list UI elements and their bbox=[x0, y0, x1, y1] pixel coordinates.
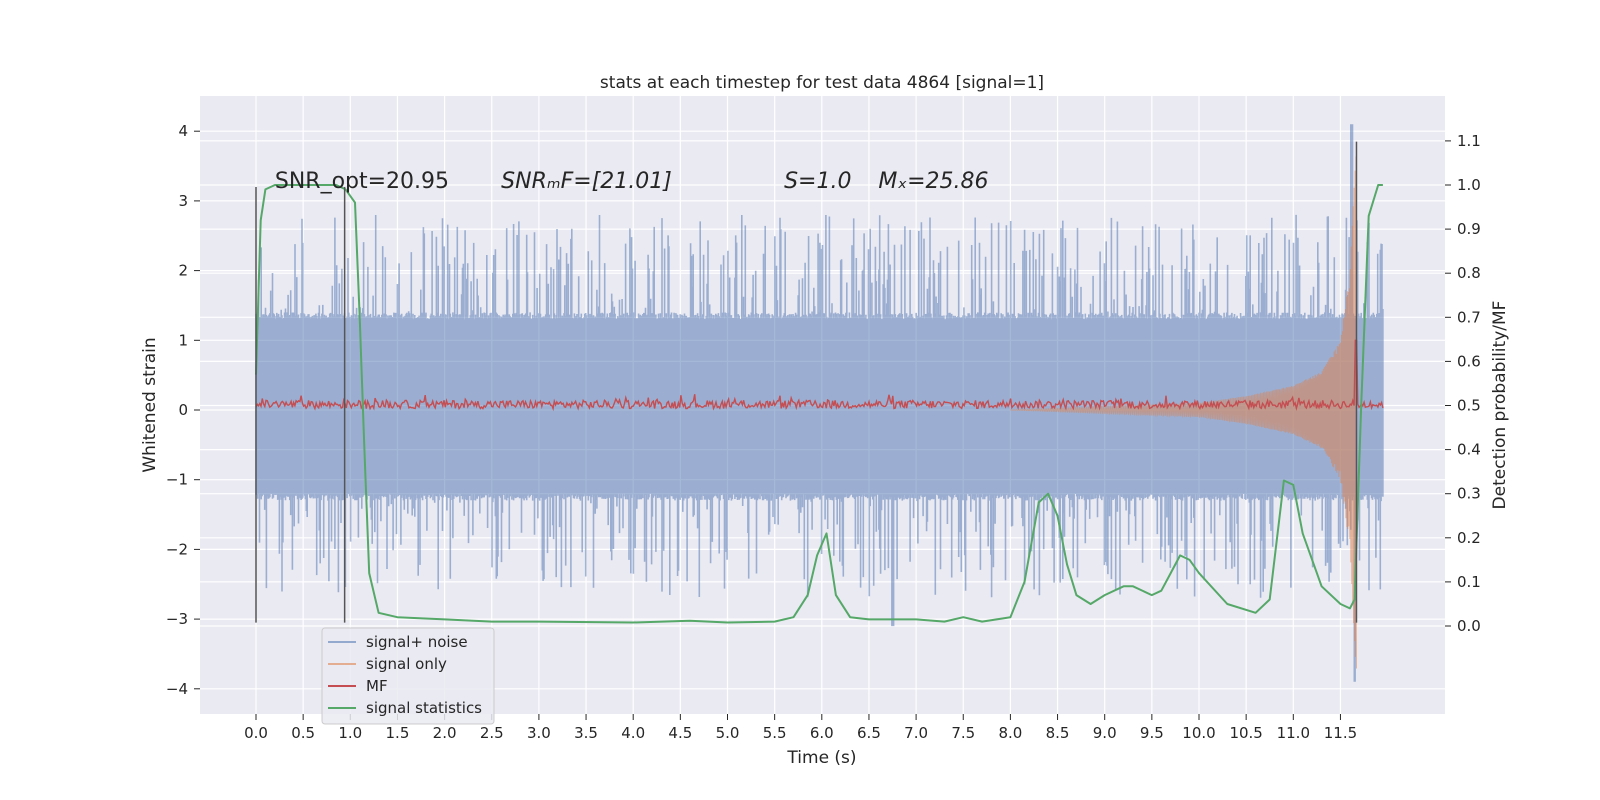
x-tick-label: 6.5 bbox=[857, 724, 881, 742]
x-tick-label: 4.0 bbox=[621, 724, 645, 742]
x-tick-label: 5.0 bbox=[716, 724, 740, 742]
legend-label: signal+ noise bbox=[366, 633, 468, 651]
x-tick-label: 9.5 bbox=[1140, 724, 1164, 742]
x-tick-label: 8.5 bbox=[1046, 724, 1070, 742]
y-axis-left: −4 −3 −2 −1 0 1 2 3 4 bbox=[166, 122, 200, 698]
y-tick-label: −3 bbox=[166, 610, 188, 628]
x-tick-label: 11.0 bbox=[1277, 724, 1310, 742]
x-tick-label: 10.0 bbox=[1182, 724, 1215, 742]
y-tick-label: −2 bbox=[166, 540, 188, 558]
y2-tick-label: 0.7 bbox=[1457, 308, 1481, 326]
annotation-4: Mₓ=25.86 bbox=[878, 169, 988, 194]
annotation-1: SNR_opt=20.95 bbox=[275, 169, 449, 194]
y2-tick-label: 0.8 bbox=[1457, 264, 1481, 282]
y2-tick-label: 1.1 bbox=[1457, 132, 1481, 150]
y2-tick-label: 0.9 bbox=[1457, 220, 1481, 238]
legend: signal+ noise signal only MF signal statist… bbox=[321, 627, 495, 725]
x-tick-label: 3.0 bbox=[527, 724, 551, 742]
y-axis-right-title: Detection probability/MF bbox=[1490, 301, 1510, 510]
vertical-markers bbox=[255, 141, 1358, 623]
series-mf bbox=[255, 339, 1384, 412]
y-tick-label: 2 bbox=[178, 262, 188, 280]
x-tick-label: 4.5 bbox=[668, 724, 692, 742]
annotation-3: S=1.0 bbox=[784, 169, 851, 194]
y-tick-label: −1 bbox=[166, 471, 188, 489]
series-signal-statistics bbox=[255, 184, 1383, 624]
series-layer bbox=[255, 124, 1384, 682]
x-axis-title: Time (s) bbox=[786, 748, 856, 768]
y2-tick-label: 1.0 bbox=[1457, 176, 1481, 194]
y2-tick-label: 0.2 bbox=[1457, 529, 1481, 547]
chart-title: stats at each timestep for test data 486… bbox=[600, 73, 1044, 93]
y2-tick-label: 0.6 bbox=[1457, 352, 1481, 370]
annotation-2: SNRₘF=[21.01] bbox=[501, 169, 672, 194]
y-tick-label: 1 bbox=[178, 331, 188, 349]
legend-box bbox=[321, 627, 495, 725]
x-tick-label: 9.0 bbox=[1093, 724, 1117, 742]
y-tick-label: −4 bbox=[166, 680, 188, 698]
x-tick-label: 7.0 bbox=[904, 724, 928, 742]
y2-tick-label: 0.5 bbox=[1457, 397, 1481, 415]
x-tick-label: 0.5 bbox=[291, 724, 315, 742]
legend-label: signal statistics bbox=[366, 699, 482, 717]
x-tick-label: 10.5 bbox=[1229, 724, 1262, 742]
y2-tick-label: 0.4 bbox=[1457, 441, 1481, 459]
y2-tick-label: 0.0 bbox=[1457, 617, 1481, 635]
y2-tick-label: 0.3 bbox=[1457, 485, 1481, 503]
x-tick-label: 8.0 bbox=[998, 724, 1022, 742]
x-tick-label: 1.5 bbox=[386, 724, 410, 742]
y2-tick-label: 0.1 bbox=[1457, 573, 1481, 591]
y-tick-label: 3 bbox=[178, 192, 188, 210]
x-tick-label: 2.0 bbox=[433, 724, 457, 742]
x-tick-label: 5.5 bbox=[763, 724, 787, 742]
x-axis: 0.0 0.5 1.0 1.5 2.0 2.5 3.0 3.5 4.0 4.5 5.0 5.5 6.0 6… bbox=[244, 714, 1357, 742]
y-axis-right: 0.0 0.1 0.2 0.3 0.4 0.5 0.6 0.7 0.8 0.9 1.0 1.1 bbox=[1445, 132, 1481, 635]
x-tick-label: 6.0 bbox=[810, 724, 834, 742]
x-tick-label: 1.0 bbox=[338, 724, 362, 742]
x-tick-label: 0.0 bbox=[244, 724, 268, 742]
x-tick-label: 3.5 bbox=[574, 724, 598, 742]
legend-label: MF bbox=[366, 677, 388, 695]
y-tick-label: 4 bbox=[178, 122, 188, 140]
x-tick-label: 7.5 bbox=[951, 724, 975, 742]
legend-label: signal only bbox=[366, 655, 447, 673]
y-tick-label: 0 bbox=[178, 401, 188, 419]
y-axis-title: Whitened strain bbox=[140, 337, 160, 472]
annotations: SNR_opt=20.95 SNRₘF=[21.01] S=1.0 Mₓ=25.86 bbox=[275, 169, 989, 194]
x-tick-label: 2.5 bbox=[480, 724, 504, 742]
x-tick-label: 11.5 bbox=[1324, 724, 1357, 742]
